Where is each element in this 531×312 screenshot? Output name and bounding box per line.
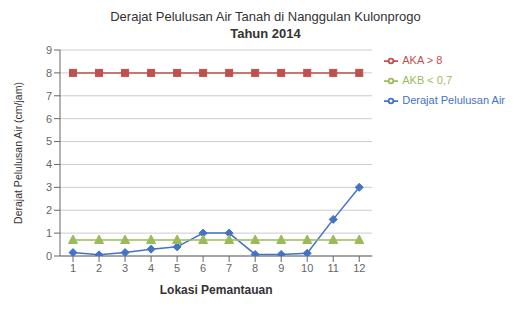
svg-text:7: 7 [226,262,232,274]
svg-text:11: 11 [328,262,339,274]
svg-text:8: 8 [252,262,258,274]
svg-text:1: 1 [70,262,76,274]
svg-text:6: 6 [46,113,52,125]
svg-text:5: 5 [174,262,180,274]
html-text:Derajat Pelulusan Air: Derajat Pelulusan Air [402,94,505,106]
html-text:Derajat Pelulusan Air Tanah di: Derajat Pelulusan Air Tanah di Nanggulan… [110,9,421,24]
svg-text:8: 8 [46,67,52,79]
svg-text:3: 3 [122,262,128,274]
svg-text:2: 2 [96,262,102,274]
svg-text:9: 9 [278,262,284,274]
svg-text:3: 3 [46,181,52,193]
svg-text:Derajat Pelulusan Air (cm/jam): Derajat Pelulusan Air (cm/jam) [12,82,24,224]
svg-text:5: 5 [46,135,52,147]
svg-text:Lokasi Pemantauan: Lokasi Pemantauan [160,283,273,297]
svg-text:4: 4 [148,262,154,274]
svg-text:4: 4 [46,158,52,170]
svg-text:9: 9 [46,44,52,56]
svg-text:1: 1 [46,227,52,239]
svg-text:10: 10 [301,262,313,274]
svg-text:2: 2 [46,204,52,216]
html-text:AKB < 0,7: AKB < 0,7 [402,74,453,86]
html-text:Tahun 2014: Tahun 2014 [230,26,301,41]
svg-text:0: 0 [46,250,52,262]
html-text:AKA > 8: AKA > 8 [402,54,443,66]
svg-text:12: 12 [353,262,365,274]
svg-text:7: 7 [46,90,52,102]
svg-text:6: 6 [200,262,206,274]
